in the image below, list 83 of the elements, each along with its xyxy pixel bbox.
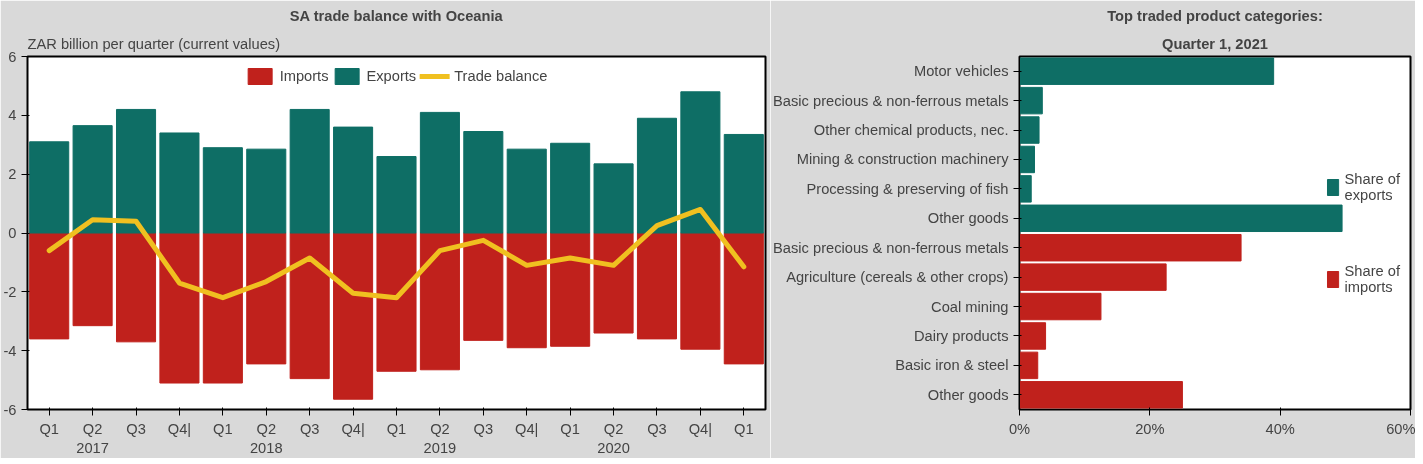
bar	[463, 131, 504, 234]
bar	[115, 232, 157, 343]
x-tick-label: Q1	[734, 420, 754, 437]
y-tick-label: Dairy products	[914, 327, 1009, 344]
bar	[159, 232, 200, 384]
x-tick-label: Q1	[386, 420, 407, 437]
legend-label: Exports	[366, 68, 417, 84]
y-tick-label: -4	[3, 342, 17, 359]
bar	[419, 232, 460, 371]
x-tick-label: Q3	[473, 420, 494, 437]
x-tick-label: Q4|	[688, 420, 713, 437]
x-tick-label: Q1	[39, 420, 59, 437]
bar	[376, 156, 417, 234]
x-tick-label: Q3	[299, 420, 320, 437]
x-tick-label: 20%	[1135, 420, 1165, 437]
x-tick-label: Q2 2018	[249, 420, 283, 456]
bar	[202, 147, 243, 234]
x-tick-label: Q4|	[515, 420, 539, 437]
bar	[246, 148, 287, 234]
bar	[333, 126, 374, 234]
y-tick-label: -6	[3, 401, 17, 418]
chart-title: SA trade balance with Oceania	[289, 7, 504, 24]
bar	[29, 232, 70, 340]
y-tick-label: Processing & preserving of fish	[806, 180, 1009, 197]
y-axis-title: ZAR billion per quarter (current values)	[27, 35, 281, 52]
x-tick-label: Q3	[647, 420, 667, 437]
bar	[333, 232, 374, 400]
y-tick-label: Other goods	[927, 386, 1009, 403]
x-tick-label: Q1	[560, 420, 580, 437]
bar	[680, 91, 721, 234]
y-tick-label: Basic iron & steel	[895, 357, 1009, 374]
x-tick-label: Q2 2020	[597, 420, 630, 456]
y-tick-label: Other chemical products, nec.	[813, 122, 1009, 139]
x-tick-label: Q4|	[167, 420, 192, 437]
y-tick-label: Motor vehicles	[914, 63, 1009, 80]
bar	[419, 111, 460, 234]
bar	[550, 232, 591, 347]
y-tick-label: -2	[3, 283, 17, 300]
bar	[246, 232, 287, 365]
x-tick-label: 60%	[1386, 420, 1416, 437]
x-tick-label: Q2 2019	[423, 420, 457, 456]
bar	[636, 117, 678, 234]
legend-label: Share of imports	[1344, 262, 1400, 295]
bar	[29, 141, 70, 234]
y-tick-label: 0	[8, 225, 17, 241]
bar	[159, 132, 200, 234]
bar	[506, 232, 547, 349]
bar	[550, 142, 591, 234]
chart-subtitle: Quarter 1, 2021	[1162, 35, 1268, 52]
bar	[723, 133, 764, 234]
y-tick-label: Basic precious & non-ferrous metals	[773, 239, 1009, 256]
y-tick-label: Coal mining	[931, 298, 1009, 315]
x-tick-label: Q4|	[341, 420, 365, 437]
legend-label: Share of exports	[1344, 170, 1400, 203]
bar	[376, 232, 417, 372]
bar	[680, 232, 721, 350]
y-tick-label: 4	[8, 107, 17, 124]
x-tick-label: Q2 2017	[76, 420, 109, 456]
bar	[463, 232, 504, 341]
y-tick-label: Mining & construction machinery	[796, 151, 1010, 168]
bar	[636, 232, 678, 340]
bar	[289, 232, 330, 380]
x-tick-label: 0%	[1008, 420, 1031, 437]
x-tick-label: Q3	[126, 420, 146, 437]
bar	[202, 232, 243, 384]
legend-label: Trade balance	[454, 68, 548, 84]
bar	[72, 232, 113, 327]
y-tick-label: Basic precious & non-ferrous metals	[773, 92, 1009, 109]
bar	[593, 163, 634, 234]
y-tick-label: Agriculture (cereals & other crops)	[786, 269, 1009, 286]
bar	[723, 232, 764, 365]
bar	[72, 125, 113, 234]
y-tick-label: 2	[8, 166, 17, 183]
x-tick-label: Q1	[213, 420, 233, 437]
bar	[289, 108, 330, 234]
x-tick-label: 40%	[1265, 420, 1295, 437]
bar	[115, 108, 157, 234]
legend-label: Imports	[279, 68, 329, 84]
y-tick-label: Other goods	[927, 210, 1009, 227]
bar	[593, 232, 634, 334]
chart-title: Top traded product categories:	[1107, 7, 1323, 24]
bar	[506, 148, 547, 234]
y-tick-label: 6	[8, 48, 17, 65]
